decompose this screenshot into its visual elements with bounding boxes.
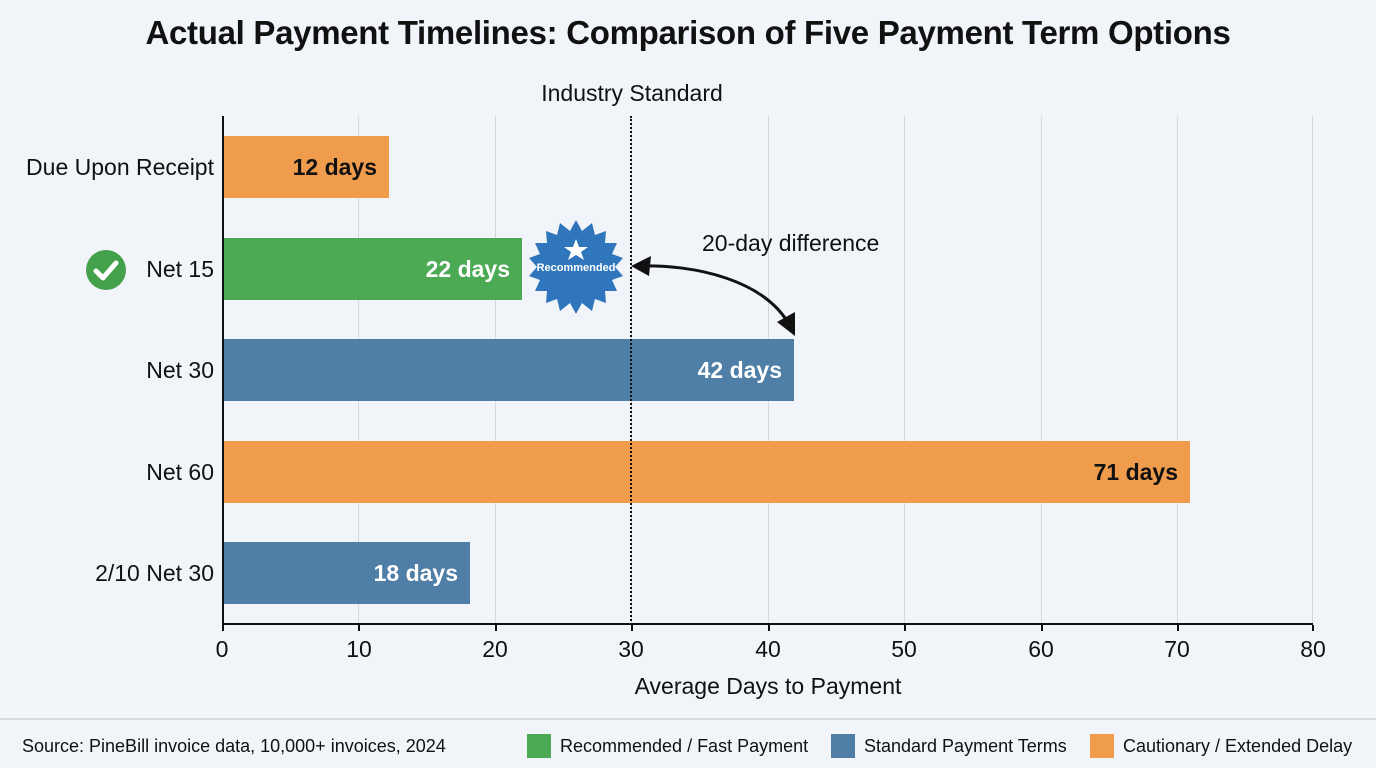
bar-value-label: 42 days <box>697 357 782 383</box>
x-tick-label: 20 <box>482 636 508 662</box>
x-tick <box>1177 625 1179 631</box>
reference-line-label: Industry Standard <box>541 80 723 106</box>
x-tick-label: 0 <box>215 636 229 662</box>
x-tick-label: 70 <box>1164 636 1190 662</box>
bar-due-upon-receipt: 12 days <box>223 136 389 198</box>
legend-label: Cautionary / Extended Delay <box>1123 735 1353 756</box>
legend-label: Standard Payment Terms <box>864 735 1067 756</box>
legend-swatch <box>831 734 855 758</box>
category-label: Net 15 <box>146 256 214 282</box>
x-tick <box>222 625 224 631</box>
category-label: 2/10 Net 30 <box>95 560 214 586</box>
x-axis-label: Average Days to Payment <box>634 673 902 699</box>
bar-value-label: 12 days <box>292 154 377 180</box>
x-tick-label: 50 <box>891 636 917 662</box>
plot-area: 12 days 22 days 42 days 71 days 18 days <box>222 116 1314 631</box>
legend-swatch <box>1090 734 1114 758</box>
category-label: Due Upon Receipt <box>26 154 214 180</box>
x-tick <box>1041 625 1043 631</box>
bar-net-15: 22 days <box>223 238 522 300</box>
x-tick <box>768 625 770 631</box>
gridline <box>1177 116 1178 625</box>
category-label: Net 60 <box>146 459 214 485</box>
bar-value-label: 18 days <box>373 560 458 586</box>
bar-net-60: 71 days <box>223 441 1190 503</box>
x-tick-label: 10 <box>346 636 372 662</box>
x-tick <box>358 625 360 631</box>
x-axis <box>222 623 1313 625</box>
x-tick <box>1312 625 1314 631</box>
check-circle-icon <box>86 250 126 290</box>
x-tick-label: 30 <box>618 636 644 662</box>
badge-label: Recommended <box>536 262 616 274</box>
x-tick <box>495 625 497 631</box>
footer-divider <box>0 718 1376 720</box>
x-tick-label: 60 <box>1028 636 1054 662</box>
bar-net-30: 42 days <box>223 339 794 401</box>
legend-item-standard: Standard Payment Terms <box>831 734 1067 758</box>
bar-2-10-net-30: 18 days <box>223 542 470 604</box>
industry-standard-line <box>630 116 632 625</box>
source-note: Source: PineBill invoice data, 10,000+ i… <box>22 736 446 756</box>
double-arrow-icon <box>631 256 795 336</box>
gridline <box>904 116 905 625</box>
gridline <box>1312 116 1313 625</box>
x-tick <box>904 625 906 631</box>
x-tick-label: 80 <box>1300 636 1326 662</box>
x-tick <box>631 625 633 631</box>
x-tick-label: 40 <box>755 636 781 662</box>
star-icon <box>564 239 588 260</box>
legend-item-recommended: Recommended / Fast Payment <box>527 734 808 758</box>
y-axis <box>222 116 224 625</box>
bar-value-label: 71 days <box>1093 459 1178 485</box>
legend-item-cautionary: Cautionary / Extended Delay <box>1090 734 1352 758</box>
legend-swatch <box>527 734 551 758</box>
legend-label: Recommended / Fast Payment <box>560 735 809 756</box>
gridline <box>1041 116 1042 625</box>
chart-title: Actual Payment Timelines: Comparison of … <box>145 14 1231 51</box>
recommended-badge: Recommended <box>527 218 625 316</box>
bar-value-label: 22 days <box>425 256 510 282</box>
category-label: Net 30 <box>146 357 214 383</box>
difference-annotation: 20-day difference <box>702 230 880 256</box>
starburst-icon <box>529 220 623 314</box>
